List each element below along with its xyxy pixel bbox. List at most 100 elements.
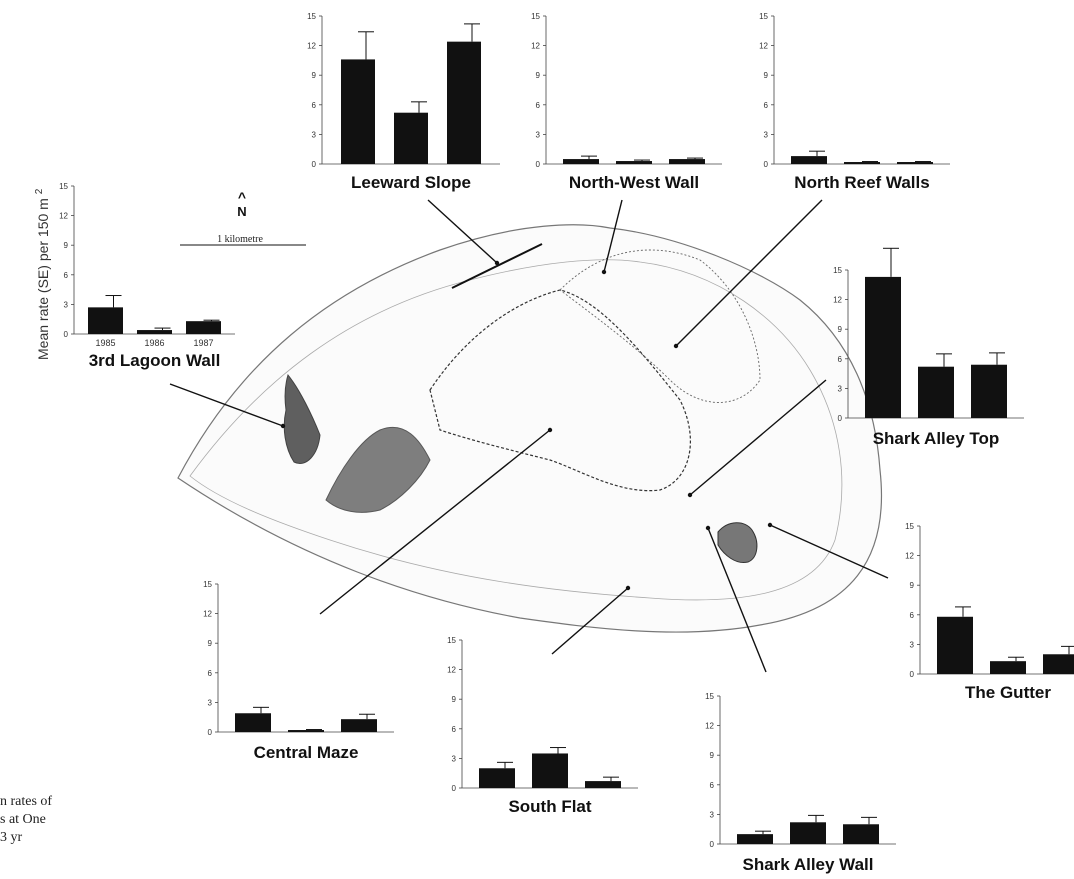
y-tick-label: 9 — [208, 639, 213, 648]
y-tick-label: 3 — [910, 640, 915, 649]
y-tick-label: 3 — [208, 698, 213, 707]
leader-south-flat — [551, 587, 629, 655]
y-tick-label: 0 — [838, 414, 843, 423]
y-tick-label: 9 — [64, 241, 69, 250]
bar — [918, 366, 954, 418]
y-tick-label: 15 — [307, 12, 316, 21]
chart-panel: 0 3 6 9 12 15 Central Maze — [203, 580, 394, 762]
y-tick-label: 3 — [312, 130, 317, 139]
y-tick-label: 9 — [910, 581, 915, 590]
chart-panel: 0 3 6 9 12 15 1985 1986 1987 3rd Lagoon Wall — [59, 182, 235, 370]
y-axis-label-superscript: 2 — [34, 188, 45, 194]
site-dot-leeward-slope — [494, 260, 500, 266]
y-tick-label: 9 — [764, 71, 769, 80]
y-tick-label: 0 — [536, 160, 541, 169]
chart-title: Shark Alley Wall — [742, 855, 873, 874]
x-tick-label: 1985 — [95, 338, 115, 348]
y-tick-label: 0 — [64, 330, 69, 339]
leeward-slope-segment — [451, 243, 543, 289]
chart-title: The Gutter — [965, 683, 1051, 702]
y-tick-label: 12 — [759, 42, 768, 51]
caption-line-2: s at One — [0, 812, 46, 827]
bar — [790, 822, 826, 844]
y-tick-label: 6 — [312, 101, 317, 110]
y-tick-label: 15 — [905, 522, 914, 531]
y-tick-label: 3 — [64, 300, 69, 309]
chart-title: Central Maze — [254, 743, 359, 762]
y-tick-label: 12 — [447, 666, 456, 675]
y-tick-label: 9 — [536, 71, 541, 80]
y-tick-label: 15 — [59, 182, 68, 191]
y-tick-label: 15 — [447, 636, 456, 645]
bar — [843, 824, 879, 844]
y-tick-label: 12 — [705, 722, 714, 731]
leader-leeward-slope — [427, 199, 498, 264]
y-tick-label: 0 — [208, 728, 213, 737]
site-dot-north-west-wall — [601, 269, 607, 275]
y-tick-label: 15 — [531, 12, 540, 21]
lagoon-wall-patch — [283, 373, 321, 464]
y-tick-label: 12 — [833, 296, 842, 305]
bar — [532, 753, 568, 788]
y-tick-label: 9 — [838, 325, 843, 334]
chart-panel: 0 3 6 9 12 15 Shark Alley Top — [833, 247, 1024, 448]
bar — [616, 161, 652, 164]
y-tick-label: 12 — [307, 42, 316, 51]
chart-panel: 0 3 6 9 12 15 North Reef Walls — [759, 12, 950, 192]
y-tick-label: 6 — [910, 611, 915, 620]
bar — [235, 713, 271, 732]
site-dot-south-flat — [625, 585, 631, 591]
chart-panel: 0 3 6 9 12 15 South Flat — [447, 636, 638, 816]
site-dot-the-gutter — [767, 522, 773, 528]
chart-title: Leeward Slope — [351, 173, 471, 192]
y-tick-label: 0 — [910, 670, 915, 679]
y-tick-label: 0 — [764, 160, 769, 169]
bar — [137, 330, 172, 334]
bar — [341, 59, 375, 165]
y-tick-label: 15 — [203, 580, 212, 589]
chart-panel: 0 3 6 9 12 15 Leeward Slope — [307, 12, 500, 192]
bar — [563, 159, 599, 164]
chart-title: 3rd Lagoon Wall — [89, 351, 221, 370]
reef-map — [177, 224, 883, 633]
bar — [288, 730, 324, 732]
leader-3rd-lagoon-wall — [169, 383, 284, 427]
leader-north-west-wall — [603, 199, 623, 273]
bar — [897, 162, 933, 164]
bar — [447, 41, 481, 164]
chart-panel: 0 3 6 9 12 15 Shark Alley Wall — [705, 692, 896, 874]
y-tick-label: 3 — [764, 130, 769, 139]
chart-title: North-West Wall — [569, 173, 699, 192]
site-dot-central-maze — [547, 427, 553, 433]
y-axis-label-text: Mean rate (SE) per 150 m — [35, 198, 51, 360]
chart-panel: 0 3 6 9 12 15 North-West Wall — [531, 12, 722, 192]
x-tick-label: 1987 — [193, 338, 213, 348]
y-tick-label: 6 — [536, 101, 541, 110]
y-tick-label: 6 — [64, 271, 69, 280]
bar — [737, 834, 773, 844]
bar — [990, 661, 1026, 674]
y-tick-label: 6 — [838, 355, 843, 364]
y-tick-label: 12 — [203, 610, 212, 619]
y-tick-label: 6 — [452, 725, 457, 734]
bar — [585, 781, 621, 788]
y-tick-label: 9 — [312, 71, 317, 80]
y-tick-label: 3 — [710, 810, 715, 819]
leader-central-maze — [319, 429, 551, 615]
bar — [669, 159, 705, 164]
bar — [341, 719, 377, 732]
y-tick-label: 6 — [208, 669, 213, 678]
y-tick-label: 0 — [710, 840, 715, 849]
bar — [971, 364, 1007, 418]
y-tick-label: 15 — [833, 266, 842, 275]
y-tick-label: 15 — [705, 692, 714, 701]
y-axis-label: Mean rate (SE) per 150 m 2 — [34, 188, 51, 360]
bar — [791, 156, 827, 164]
y-tick-label: 9 — [452, 695, 457, 704]
north-label: N — [237, 204, 246, 219]
north-reef-area — [559, 249, 761, 403]
bar — [937, 616, 973, 674]
y-tick-label: 9 — [710, 751, 715, 760]
chart-panels: 0 3 6 9 12 15 Leeward Slope 0 3 6 9 12 15 North-West … — [59, 12, 1074, 874]
